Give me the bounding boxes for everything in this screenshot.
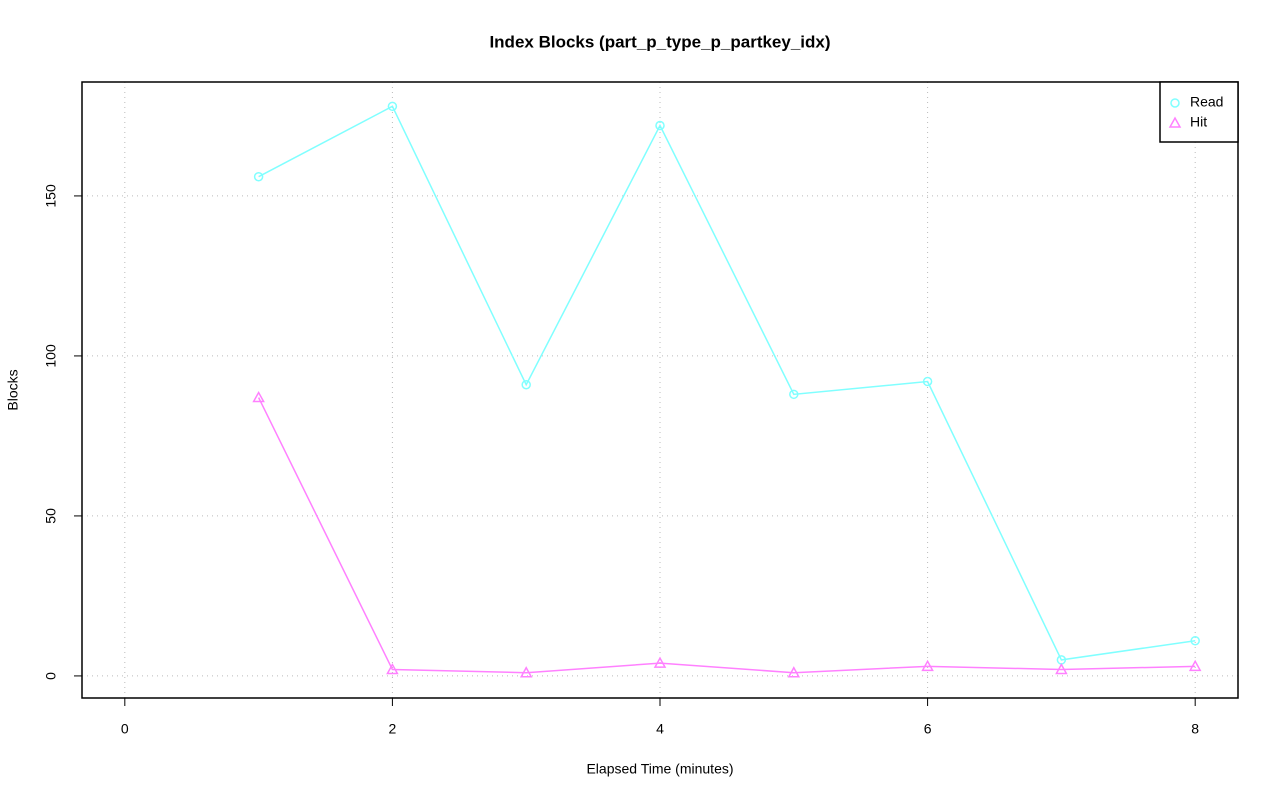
chart-title: Index Blocks (part_p_type_p_partkey_idx) — [489, 32, 830, 51]
series-line — [257, 397, 1196, 674]
y-axis-label: Blocks — [5, 369, 21, 410]
x-tick-label: 8 — [1191, 721, 1199, 737]
data-point — [1190, 635, 1200, 646]
legend-marker — [1170, 98, 1180, 108]
data-point — [1188, 659, 1202, 672]
data-point — [521, 379, 531, 390]
x-tick-label: 2 — [389, 721, 397, 737]
data-point — [922, 376, 933, 387]
legend-label: Hit — [1190, 114, 1207, 130]
data-point — [787, 666, 801, 678]
data-point — [519, 666, 533, 678]
x-tick-label: 4 — [656, 721, 664, 737]
data-point — [655, 120, 665, 131]
data-point — [1055, 662, 1068, 675]
data-point — [253, 171, 264, 182]
series-line — [258, 105, 1196, 661]
x-axis-label: Elapsed Time (minutes) — [586, 761, 733, 777]
data-point — [789, 389, 799, 400]
data-point — [653, 656, 667, 668]
y-tick-label: 0 — [43, 672, 59, 680]
data-point — [252, 390, 265, 403]
legend-label: Read — [1190, 94, 1223, 110]
x-tick-label: 0 — [121, 721, 129, 737]
plot-frame — [81, 81, 1239, 699]
y-tick-label: 100 — [43, 344, 59, 368]
y-tick-label: 150 — [43, 184, 59, 208]
data-point — [387, 101, 398, 112]
y-tick-label: 50 — [43, 508, 59, 524]
legend-box — [1159, 81, 1239, 143]
data-point — [921, 659, 934, 672]
legend-marker — [1168, 116, 1182, 128]
data-point — [386, 662, 399, 675]
x-tick-label: 6 — [924, 721, 932, 737]
